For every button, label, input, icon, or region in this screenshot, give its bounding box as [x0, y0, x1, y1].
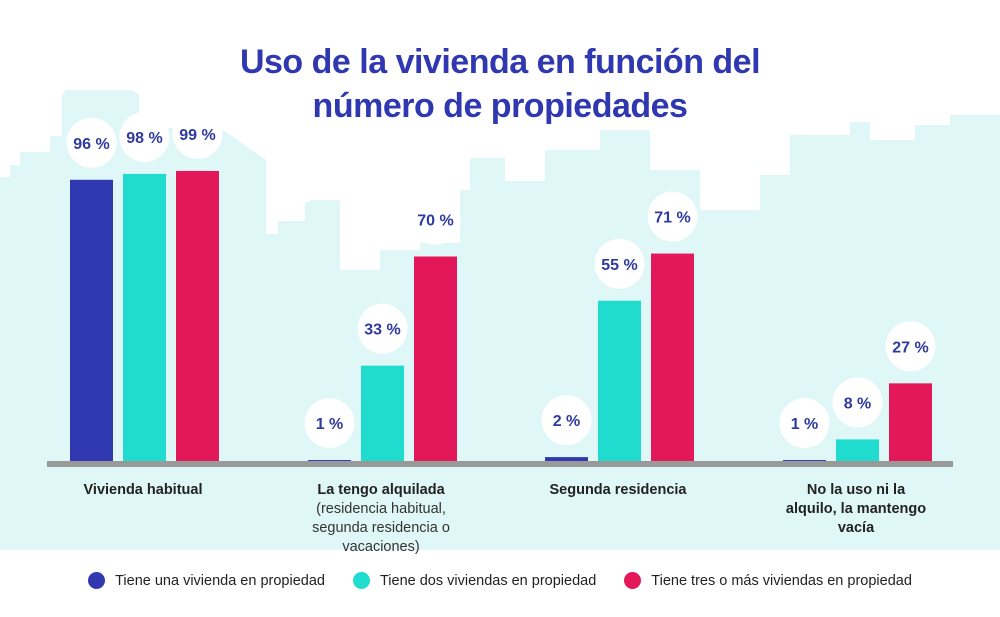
value-label-bubble [832, 377, 883, 428]
value-label-bubble [357, 303, 408, 354]
bar [545, 457, 588, 463]
bar [176, 170, 219, 463]
category-label: Segunda residencia [549, 482, 687, 498]
bar [123, 173, 166, 463]
data-label: 8 % [844, 395, 872, 412]
data-label: 1 % [791, 416, 819, 433]
legend-swatch [624, 572, 642, 589]
bar [414, 256, 457, 463]
value-label-bubble [172, 108, 223, 159]
bar [598, 300, 641, 463]
value-label-bubble [647, 191, 698, 242]
value-label-bubble [66, 117, 117, 168]
legend: Tiene una vivienda en propiedad Tiene do… [0, 572, 1000, 589]
data-label: 27 % [892, 339, 928, 356]
category-label: No la uso ni la alquilo, la mantengo vac… [785, 482, 927, 536]
bar [651, 253, 694, 463]
data-label: 55 % [601, 257, 637, 274]
baseline-axis [47, 461, 953, 467]
legend-item: Tiene una vivienda en propiedad [88, 572, 325, 589]
legend-item: Tiene tres o más viviendas en propiedad [624, 572, 912, 589]
legend-swatch [88, 572, 106, 589]
category-label: Vivienda habitual [83, 482, 203, 498]
value-label-bubble [594, 238, 645, 289]
value-label-bubble [119, 111, 170, 162]
bar [361, 365, 404, 463]
value-label-bubble [541, 395, 592, 446]
data-label: 2 % [553, 413, 581, 430]
bar [70, 179, 113, 464]
data-label: 96 % [73, 136, 109, 153]
legend-swatch [352, 572, 370, 589]
value-label-bubble [779, 398, 830, 449]
value-label-bubble [304, 398, 355, 449]
value-label-bubble [885, 321, 936, 372]
data-label: 71 % [654, 210, 690, 227]
bar [889, 383, 932, 463]
skyline-background [0, 90, 1000, 550]
data-label: 70 % [417, 213, 453, 230]
legend-item: Tiene dos viviendas en propiedad [352, 572, 596, 589]
data-label: 1 % [316, 416, 344, 433]
data-label: 99 % [179, 127, 215, 144]
category-label: La tengo alquilada (residencia habitual, … [312, 482, 450, 555]
chart-title: Uso de la vivienda en función del número… [239, 43, 761, 125]
data-label: 98 % [126, 130, 162, 147]
value-label-bubble [410, 194, 461, 245]
data-label: 33 % [364, 322, 400, 339]
bar [836, 439, 879, 463]
